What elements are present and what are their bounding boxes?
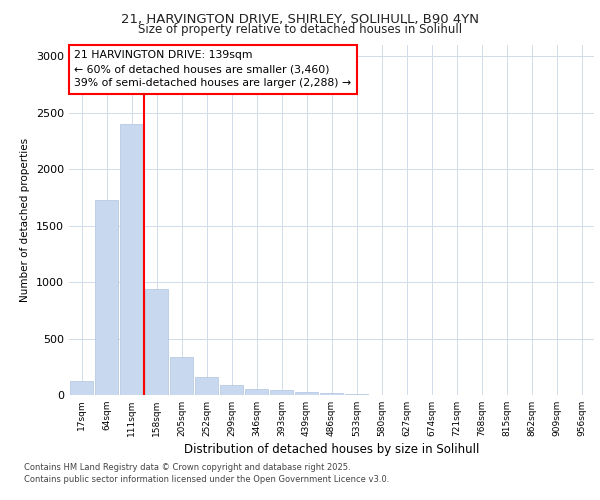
Bar [195, 377, 218, 395]
Bar [245, 389, 268, 395]
Text: Contains public sector information licensed under the Open Government Licence v3: Contains public sector information licen… [24, 475, 389, 484]
Bar [295, 392, 318, 395]
Y-axis label: Number of detached properties: Number of detached properties [20, 138, 31, 302]
Bar [345, 394, 368, 395]
Bar [220, 385, 243, 395]
Bar [170, 357, 193, 395]
Bar [95, 200, 118, 395]
Bar [320, 393, 343, 395]
Text: Contains HM Land Registry data © Crown copyright and database right 2025.: Contains HM Land Registry data © Crown c… [24, 464, 350, 472]
Text: Size of property relative to detached houses in Solihull: Size of property relative to detached ho… [138, 24, 462, 36]
Text: 21 HARVINGTON DRIVE: 139sqm
← 60% of detached houses are smaller (3,460)
39% of : 21 HARVINGTON DRIVE: 139sqm ← 60% of det… [74, 50, 352, 88]
Text: 21, HARVINGTON DRIVE, SHIRLEY, SOLIHULL, B90 4YN: 21, HARVINGTON DRIVE, SHIRLEY, SOLIHULL,… [121, 12, 479, 26]
Bar [270, 390, 293, 395]
Bar [70, 382, 93, 395]
X-axis label: Distribution of detached houses by size in Solihull: Distribution of detached houses by size … [184, 443, 479, 456]
Bar [120, 124, 143, 395]
Bar [145, 289, 168, 395]
